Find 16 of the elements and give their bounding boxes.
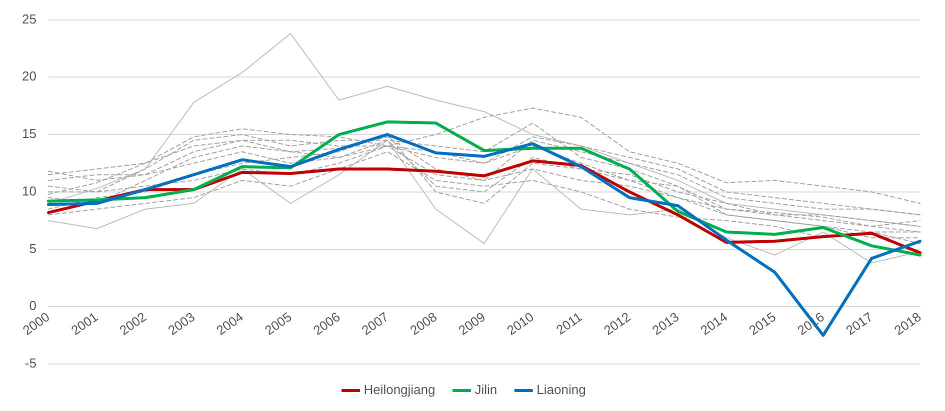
y-tick-label: 5 [29,240,36,256]
legend-label: Liaoning [536,382,586,398]
x-tick-label: 2008 [407,309,440,338]
legend-label: Heilongjiang [364,382,436,398]
y-tick-label: 25 [22,11,36,26]
x-tick-label: 2001 [68,309,101,338]
y-tick-label: 10 [22,183,36,198]
y-tick-label: -5 [24,356,36,371]
legend-label: Jilin [474,382,498,398]
x-tick-label: 2011 [553,309,585,338]
x-tick-label: 2009 [456,309,488,338]
x-tick-label: 2003 [165,309,198,338]
x-tick-label: 2013 [649,309,682,338]
y-tick-label: 15 [22,126,36,142]
y-tick-label: 20 [22,68,36,84]
x-tick-label: 2010 [504,309,536,338]
